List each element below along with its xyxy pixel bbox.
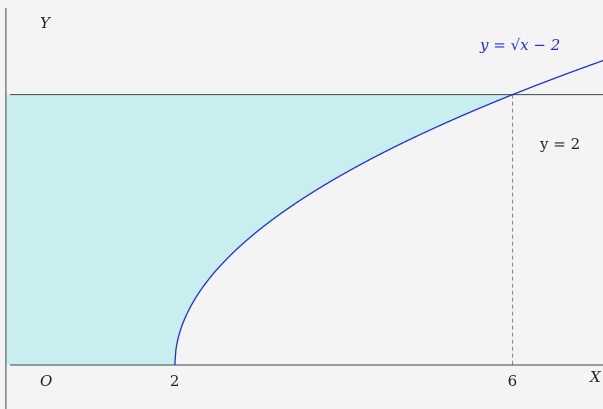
x-tick-label-2: 2 bbox=[170, 372, 180, 390]
line-equation-label: y = 2 bbox=[539, 135, 580, 153]
y-axis-label: Y bbox=[40, 14, 52, 32]
x-axis-label: X bbox=[589, 368, 602, 386]
shaded-region bbox=[5, 94, 513, 365]
x-tick-label-6: 6 bbox=[508, 372, 518, 390]
origin-label: O bbox=[40, 372, 52, 390]
curve-equation-label: y = √x − 2 bbox=[479, 36, 560, 54]
sqrt-curve bbox=[174, 59, 603, 366]
